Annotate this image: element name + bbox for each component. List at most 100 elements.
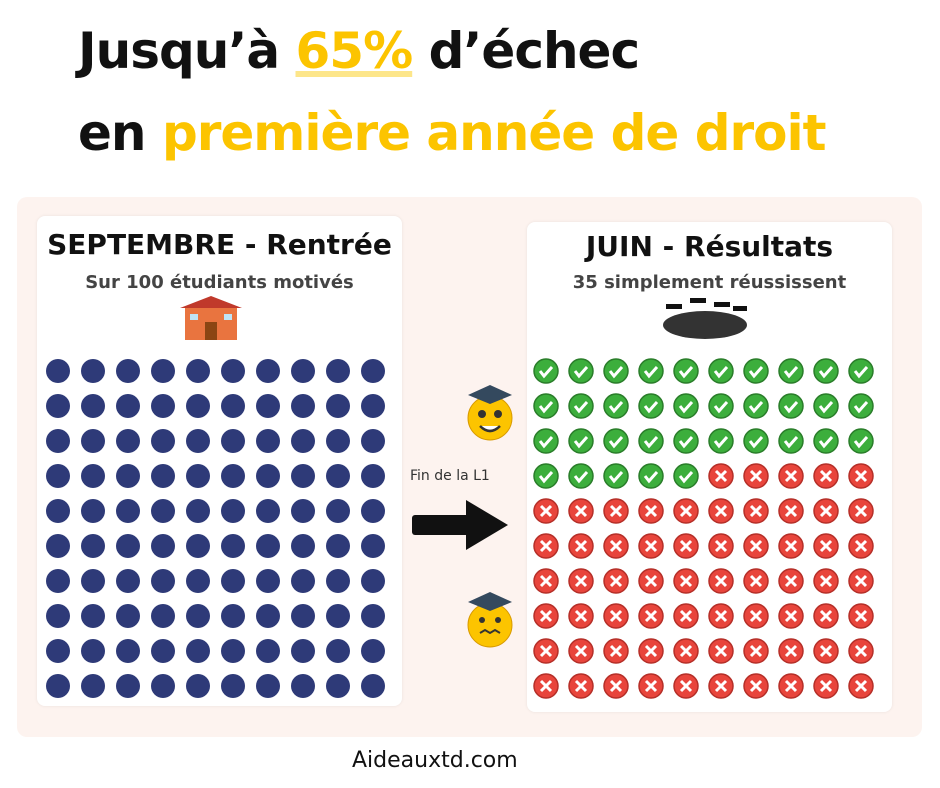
check [748, 436, 764, 449]
student-dot [291, 604, 315, 628]
icon-circle [708, 428, 734, 454]
icon-circle [568, 428, 594, 454]
cross [749, 679, 763, 693]
cross [539, 609, 553, 623]
cross [679, 644, 693, 658]
icon-circle [603, 358, 629, 384]
student-dot [221, 639, 245, 663]
icon-circle [813, 358, 839, 384]
student-dot [221, 604, 245, 628]
student-dot [256, 359, 280, 383]
fail-icon [743, 533, 769, 559]
icon-circle [638, 358, 664, 384]
student-dot [326, 394, 350, 418]
cross [609, 504, 623, 518]
fail-icon [778, 498, 804, 524]
student-dot [291, 639, 315, 663]
check [678, 401, 694, 414]
student-dot [186, 464, 210, 488]
check [573, 401, 589, 414]
fail-icon [743, 638, 769, 664]
fail-icon [708, 673, 734, 699]
student-dot [116, 604, 140, 628]
student-dot [46, 604, 70, 628]
student-dot [81, 429, 105, 453]
cross [574, 539, 588, 553]
check [678, 436, 694, 449]
student-dot [361, 464, 385, 488]
pass-icon [778, 428, 804, 454]
student-dot [221, 359, 245, 383]
student-dot [116, 464, 140, 488]
student-dot [291, 359, 315, 383]
fail-icon [638, 638, 664, 664]
check [853, 366, 869, 379]
student-dot [221, 674, 245, 698]
fail-icon [673, 498, 699, 524]
student-dot [186, 569, 210, 593]
fail-icon [708, 603, 734, 629]
pass-icon [673, 463, 699, 489]
cross [644, 609, 658, 623]
icon-circle [673, 428, 699, 454]
check [643, 401, 659, 414]
student-dot [81, 394, 105, 418]
icon-circle [778, 393, 804, 419]
fail-icon [778, 463, 804, 489]
icon-circle [638, 393, 664, 419]
student-dot [326, 464, 350, 488]
cross [749, 644, 763, 658]
cross [714, 644, 728, 658]
student-dot [46, 429, 70, 453]
fail-icon [848, 463, 874, 489]
icon-circle [638, 428, 664, 454]
cross [784, 644, 798, 658]
check [608, 471, 624, 484]
fail-icon [778, 568, 804, 594]
check [608, 366, 624, 379]
student-dot [186, 429, 210, 453]
student-dot [326, 639, 350, 663]
student-dot [256, 429, 280, 453]
happy-emoji [467, 385, 513, 441]
icon-circle [778, 358, 804, 384]
cross [819, 469, 833, 483]
icon-circle [533, 358, 559, 384]
icon-circle [743, 428, 769, 454]
student-dot [326, 429, 350, 453]
fail-icon [638, 498, 664, 524]
student-dot [256, 604, 280, 628]
student-dot [291, 464, 315, 488]
cross [749, 609, 763, 623]
student-dot [186, 674, 210, 698]
title-text: d’échec [428, 22, 640, 80]
student-dot [256, 464, 280, 488]
cross [644, 539, 658, 553]
icon-circle [813, 393, 839, 419]
icon-circle [603, 428, 629, 454]
student-dot [151, 429, 175, 453]
check [818, 436, 834, 449]
icon-circle [638, 463, 664, 489]
student-dot [291, 569, 315, 593]
student-dot [81, 674, 105, 698]
fail-icon [848, 533, 874, 559]
cross [714, 679, 728, 693]
icon-circle [673, 463, 699, 489]
pass-icon [533, 428, 559, 454]
cross [679, 609, 693, 623]
pass-icon [568, 358, 594, 384]
fail-icon [708, 568, 734, 594]
student-dot [151, 604, 175, 628]
cross [644, 679, 658, 693]
pass-icon [708, 428, 734, 454]
fail-icon [533, 533, 559, 559]
student-dot [291, 674, 315, 698]
cross [854, 469, 868, 483]
pass-icon [708, 393, 734, 419]
fail-icon [533, 673, 559, 699]
check [643, 366, 659, 379]
pass-icon [603, 463, 629, 489]
cross [714, 539, 728, 553]
